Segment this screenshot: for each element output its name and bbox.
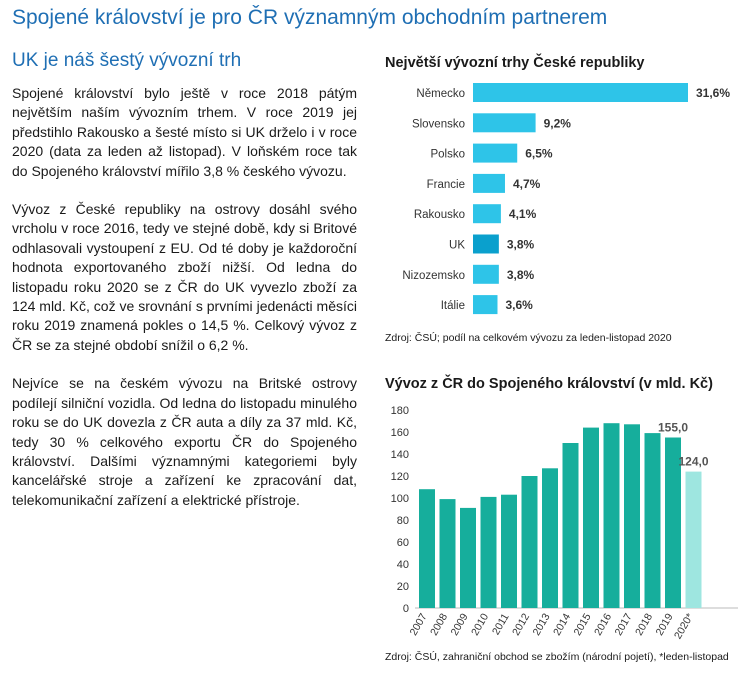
market-category-label: UK bbox=[449, 240, 465, 252]
uk-export-source: Zdroj: ČSÚ, zahraniční obchod se zbožím … bbox=[385, 651, 729, 663]
x-tick-label: 2012 bbox=[510, 611, 532, 637]
market-value-label: 31,6% bbox=[696, 86, 730, 100]
article-paragraph: Spojené království bylo ještě v roce 201… bbox=[12, 85, 357, 179]
market-value-label: 4,7% bbox=[513, 177, 541, 191]
export-bar bbox=[583, 427, 599, 608]
export-bar bbox=[480, 496, 497, 608]
page-title: Spojené království je pro ČR významným o… bbox=[12, 6, 608, 29]
x-tick-label: 2016 bbox=[592, 611, 614, 637]
x-tick-label: 2013 bbox=[531, 611, 553, 637]
export-bar bbox=[685, 471, 702, 608]
x-tick-label: 2011 bbox=[490, 611, 512, 637]
market-value-label: 6,5% bbox=[525, 147, 553, 161]
market-category-label: Slovensko bbox=[412, 118, 465, 130]
market-bar bbox=[473, 204, 501, 224]
market-bar bbox=[473, 173, 505, 193]
x-tick-label: 2010 bbox=[469, 611, 491, 637]
export-markets-source: Zdroj: ČSÚ; podíl na celkovém vývozu za … bbox=[385, 332, 672, 344]
market-value-label: 9,2% bbox=[544, 116, 572, 130]
export-bar bbox=[542, 468, 558, 608]
article-paragraph: Nejvíce se na českém vývozu na Britské o… bbox=[12, 375, 357, 508]
x-tick-label: 2008 bbox=[428, 611, 450, 637]
y-tick-label: 120 bbox=[391, 471, 409, 483]
market-value-label: 3,8% bbox=[507, 268, 535, 282]
market-bar bbox=[473, 295, 498, 315]
market-bar bbox=[473, 83, 688, 102]
export-bar bbox=[624, 424, 640, 608]
y-tick-label: 80 bbox=[397, 515, 409, 527]
y-tick-label: 60 bbox=[397, 537, 409, 549]
export-bar bbox=[460, 507, 476, 608]
export-bar bbox=[562, 443, 579, 608]
x-tick-label: 2014 bbox=[551, 611, 573, 637]
export-bar bbox=[665, 437, 681, 608]
market-category-label: Itálie bbox=[441, 300, 465, 312]
y-tick-label: 140 bbox=[391, 449, 409, 461]
market-category-label: Francie bbox=[427, 179, 465, 191]
market-value-label: 3,8% bbox=[507, 238, 535, 252]
market-bar bbox=[473, 113, 536, 133]
market-value-label: 4,1% bbox=[509, 207, 537, 221]
market-category-label: Německo bbox=[416, 88, 465, 100]
x-tick-label: 2018 bbox=[633, 611, 655, 637]
y-tick-label: 20 bbox=[397, 581, 409, 593]
export-bar bbox=[439, 499, 456, 608]
market-value-label: 3,6% bbox=[505, 298, 533, 312]
uk-export-chart-title: Vývoz z ČR do Spojeného království (v ml… bbox=[385, 376, 713, 392]
market-category-label: Nizozemsko bbox=[402, 270, 465, 282]
x-tick-label: 2020* bbox=[672, 612, 696, 642]
export-bar bbox=[603, 423, 620, 608]
export-bar bbox=[644, 433, 661, 608]
market-category-label: Polsko bbox=[430, 149, 465, 161]
market-bar bbox=[473, 234, 499, 254]
x-tick-label: 2009 bbox=[449, 611, 471, 637]
x-tick-label: 2017 bbox=[613, 611, 635, 637]
y-tick-label: 100 bbox=[391, 493, 409, 505]
export-bar bbox=[521, 476, 538, 608]
export-bar bbox=[501, 494, 517, 608]
y-tick-label: 180 bbox=[391, 405, 409, 417]
market-bar bbox=[473, 264, 499, 284]
y-tick-label: 0 bbox=[403, 603, 409, 615]
section-subtitle: UK je náš šestý vývozní trh bbox=[12, 50, 242, 71]
market-bar bbox=[473, 143, 518, 163]
market-category-label: Rakousko bbox=[414, 209, 465, 221]
export-value-label: 124,0 bbox=[678, 455, 708, 469]
export-bar bbox=[419, 489, 435, 608]
article-paragraph: Vývoz z České republiky na ostrovy dosáh… bbox=[12, 201, 357, 353]
x-tick-label: 2007 bbox=[408, 611, 430, 637]
article-text: Spojené království bylo ještě v roce 201… bbox=[12, 84, 357, 529]
y-tick-label: 40 bbox=[397, 559, 409, 571]
x-tick-label: 2015 bbox=[572, 611, 594, 637]
export-value-label: 155,0 bbox=[658, 421, 688, 435]
y-tick-label: 160 bbox=[391, 427, 409, 439]
export-markets-chart-title: Největší vývozní trhy České republiky bbox=[385, 55, 645, 71]
